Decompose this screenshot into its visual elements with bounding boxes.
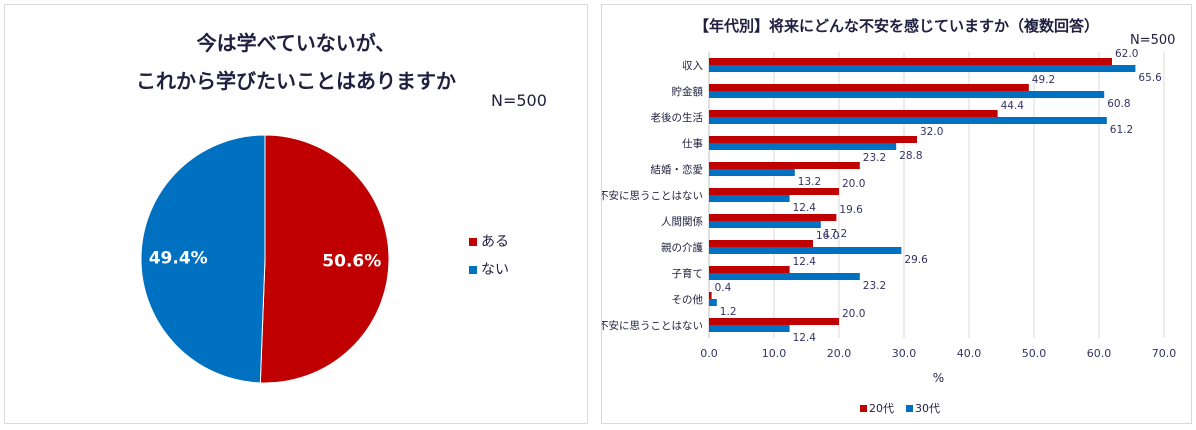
bar-20代-0 xyxy=(709,58,1112,65)
category-label-10: 不安に思うことはない xyxy=(602,319,703,332)
x-tick-label-4: 40.0 xyxy=(957,347,982,360)
bar-30代-0 xyxy=(709,65,1136,72)
pie-chart-panel: 今は学べていないが、 これから学びたいことはありますか N=500 50.6% 4… xyxy=(4,4,588,424)
x-axis-label: % xyxy=(933,371,944,385)
bar-legend-swatch-0 xyxy=(860,405,867,412)
bar-20代-1 xyxy=(709,84,1029,91)
bar-20代-4 xyxy=(709,162,860,169)
pie-slice-1 xyxy=(140,134,266,384)
category-label-4: 結婚・恋愛 xyxy=(651,163,704,176)
bar-value-label-30代-2: 61.2 xyxy=(1110,124,1133,136)
category-label-6: 人間関係 xyxy=(661,216,703,228)
bar-chart-panel: 【年代別】将来にどんな不安を感じていますか（複数回答） N=500 0.0 10.… xyxy=(601,4,1192,424)
bar-value-label-30代-9: 1.2 xyxy=(720,306,737,318)
bar-value-label-20代-3: 32.0 xyxy=(920,126,943,138)
pie-chart-title-line1: 今は学べていないが、 xyxy=(196,31,396,55)
bar-20代-2 xyxy=(709,110,998,117)
category-label-9: その他 xyxy=(672,293,704,306)
bar-value-label-30代-0: 65.6 xyxy=(1138,72,1162,84)
bar-value-label-30代-6: 17.2 xyxy=(824,228,847,240)
bar-20代-3 xyxy=(709,136,917,143)
x-tick-label-7: 70.0 xyxy=(1152,347,1177,360)
bar-value-label-20代-9: 0.4 xyxy=(715,282,732,294)
pie-legend-swatch-0 xyxy=(469,238,477,246)
bar-value-label-20代-8: 12.4 xyxy=(793,256,817,268)
pie-legend-label-1: ない xyxy=(481,262,509,278)
bar-30代-3 xyxy=(709,143,897,150)
bar-30代-7 xyxy=(709,247,902,254)
pie-slice-label-0: 50.6% xyxy=(322,252,381,272)
bar-30代-1 xyxy=(709,91,1105,98)
pie-slice-label-1: 49.4% xyxy=(149,248,208,268)
bar-legend-label-1: 30代 xyxy=(915,402,940,415)
x-tick-label-5: 50.0 xyxy=(1022,347,1047,360)
bar-chart: 0.0 10.0 20.0 30.0 40.0 50.0 60.0 70.0 収入 62.065.… xyxy=(602,48,1177,415)
bar-value-label-30代-5: 12.4 xyxy=(793,202,817,214)
pie-legend-label-0: ある xyxy=(481,234,509,250)
bar-value-label-20代-6: 19.6 xyxy=(839,204,863,216)
bar-20代-6 xyxy=(709,214,837,221)
bar-value-label-20代-10: 20.0 xyxy=(842,308,865,320)
bar-value-label-30代-7: 29.6 xyxy=(904,254,928,266)
bar-30代-4 xyxy=(709,169,795,176)
bar-chart-title: 【年代別】将来にどんな不安を感じていますか（複数回答） xyxy=(693,17,1099,35)
category-label-8: 子育て xyxy=(672,267,704,280)
bar-value-label-30代-1: 60.8 xyxy=(1107,98,1130,110)
bar-value-label-30代-3: 28.8 xyxy=(899,150,922,162)
bar-value-label-20代-5: 20.0 xyxy=(842,178,865,190)
bar-20代-5 xyxy=(709,188,839,195)
x-tick-label-6: 60.0 xyxy=(1087,347,1112,360)
bar-value-label-30代-8: 23.2 xyxy=(863,280,886,292)
category-label-0: 収入 xyxy=(682,60,703,72)
bar-legend-swatch-1 xyxy=(906,405,913,412)
category-label-3: 仕事 xyxy=(682,137,703,150)
bar-30代-9 xyxy=(709,299,717,306)
category-label-1: 貯金額 xyxy=(672,85,704,98)
bar-value-label-20代-7: 16.0 xyxy=(816,230,839,242)
bar-30代-2 xyxy=(709,117,1107,124)
bar-legend-label-0: 20代 xyxy=(869,402,894,415)
pie-chart: 50.6% 49.4% xyxy=(140,134,390,384)
bar-20代-10 xyxy=(709,318,839,325)
bar-value-label-30代-4: 13.2 xyxy=(798,176,821,188)
bar-value-label-20代-0: 62.0 xyxy=(1115,48,1138,60)
pie-legend-item-1: ない xyxy=(469,259,509,279)
bar-30代-5 xyxy=(709,195,790,202)
bar-20代-7 xyxy=(709,240,813,247)
bar-30代-8 xyxy=(709,273,860,280)
bar-value-label-20代-4: 23.2 xyxy=(863,152,886,164)
bar-value-label-20代-2: 44.4 xyxy=(1001,100,1025,112)
pie-legend-item-0: ある xyxy=(469,231,509,251)
pie-chart-title-line2: これから学びたいことはありますか xyxy=(136,69,456,93)
category-label-2: 老後の生活 xyxy=(651,111,704,124)
category-label-5: 不安に思うことはない xyxy=(602,189,703,202)
x-tick-label-3: 30.0 xyxy=(892,347,917,360)
pie-sample-size: N=500 xyxy=(491,91,547,110)
bar-value-label-30代-10: 12.4 xyxy=(793,332,817,344)
bar-20代-8 xyxy=(709,266,790,273)
pie-legend-swatch-1 xyxy=(469,266,477,274)
bar-value-label-20代-1: 49.2 xyxy=(1032,74,1055,86)
x-tick-label-1: 10.0 xyxy=(762,347,787,360)
x-tick-label-0: 0.0 xyxy=(700,347,718,360)
x-tick-label-2: 20.0 xyxy=(827,347,852,360)
pie-slice-0 xyxy=(259,134,390,384)
bar-sample-size: N=500 xyxy=(1130,33,1176,48)
bar-30代-6 xyxy=(709,221,821,228)
bar-20代-9 xyxy=(709,292,712,299)
bar-30代-10 xyxy=(709,325,790,332)
category-label-7: 親の介護 xyxy=(661,241,703,254)
